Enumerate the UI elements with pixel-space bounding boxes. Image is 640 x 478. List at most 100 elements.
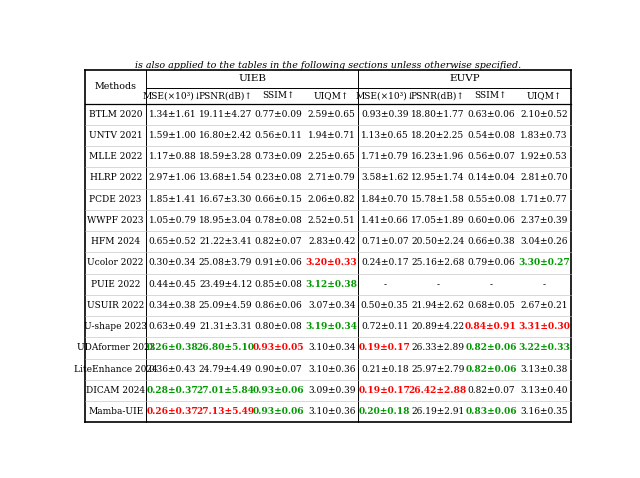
Text: 1.85±1.41: 1.85±1.41: [148, 195, 196, 204]
Text: 16.80±2.42: 16.80±2.42: [199, 131, 252, 140]
Text: 2.10±0.52: 2.10±0.52: [520, 109, 568, 119]
Text: 0.80±0.08: 0.80±0.08: [255, 322, 303, 331]
Text: LiteEnhance 2024: LiteEnhance 2024: [74, 365, 157, 374]
Text: 3.09±0.39: 3.09±0.39: [308, 386, 355, 395]
Text: USUIR 2022: USUIR 2022: [87, 301, 144, 310]
Text: 1.05±0.79: 1.05±0.79: [148, 216, 196, 225]
Text: UIQM↑: UIQM↑: [314, 91, 349, 100]
Text: 0.93±0.39: 0.93±0.39: [361, 109, 408, 119]
Text: EUVP: EUVP: [449, 75, 480, 84]
Text: 0.19±0.17: 0.19±0.17: [359, 344, 411, 352]
Text: 3.58±1.62: 3.58±1.62: [361, 174, 408, 183]
Text: 2.71±0.79: 2.71±0.79: [308, 174, 355, 183]
Text: 2.81±0.70: 2.81±0.70: [520, 174, 568, 183]
Text: 2.52±0.51: 2.52±0.51: [308, 216, 356, 225]
Text: Mamba-UIE: Mamba-UIE: [88, 407, 143, 416]
Text: 24.79±4.49: 24.79±4.49: [199, 365, 252, 374]
Text: 2.37±0.39: 2.37±0.39: [520, 216, 568, 225]
Text: 3.07±0.34: 3.07±0.34: [308, 301, 355, 310]
Text: 0.56±0.11: 0.56±0.11: [255, 131, 303, 140]
Text: 0.82±0.07: 0.82±0.07: [255, 237, 303, 246]
Text: UIQM↑: UIQM↑: [526, 91, 562, 100]
Text: 2.59±0.65: 2.59±0.65: [308, 109, 356, 119]
Text: 0.78±0.08: 0.78±0.08: [255, 216, 303, 225]
Text: MLLE 2022: MLLE 2022: [89, 152, 142, 161]
Text: 26.42±2.88: 26.42±2.88: [409, 386, 467, 395]
Text: 1.94±0.71: 1.94±0.71: [308, 131, 356, 140]
Text: 0.93±0.06: 0.93±0.06: [253, 386, 305, 395]
Text: 27.13±5.49: 27.13±5.49: [196, 407, 255, 416]
Text: PSNR(dB)↑: PSNR(dB)↑: [411, 91, 465, 100]
Text: 2.97±1.06: 2.97±1.06: [148, 174, 196, 183]
Text: 0.20±0.18: 0.20±0.18: [359, 407, 410, 416]
Text: 26.80±5.10: 26.80±5.10: [196, 344, 255, 352]
Text: 21.94±2.62: 21.94±2.62: [412, 301, 465, 310]
Text: MSE(×10³)↓: MSE(×10³)↓: [355, 91, 414, 100]
Text: 2.67±0.21: 2.67±0.21: [520, 301, 568, 310]
Text: 0.30±0.34: 0.30±0.34: [148, 259, 196, 268]
Text: 0.34±0.38: 0.34±0.38: [148, 301, 196, 310]
Text: 0.54±0.08: 0.54±0.08: [467, 131, 515, 140]
Text: 1.71±0.77: 1.71±0.77: [520, 195, 568, 204]
Text: PSNR(dB)↑: PSNR(dB)↑: [198, 91, 252, 100]
Text: 0.85±0.08: 0.85±0.08: [255, 280, 303, 289]
Text: 0.82±0.06: 0.82±0.06: [465, 365, 516, 374]
Text: 23.49±4.12: 23.49±4.12: [199, 280, 252, 289]
Text: 1.41±0.66: 1.41±0.66: [361, 216, 409, 225]
Text: HFM 2024: HFM 2024: [91, 237, 140, 246]
Text: 0.60±0.06: 0.60±0.06: [467, 216, 515, 225]
Text: 3.20±0.33: 3.20±0.33: [306, 259, 358, 268]
Text: 0.77±0.09: 0.77±0.09: [255, 109, 303, 119]
Text: 18.20±2.25: 18.20±2.25: [412, 131, 465, 140]
Text: 0.93±0.06: 0.93±0.06: [253, 407, 305, 416]
Text: 3.16±0.35: 3.16±0.35: [520, 407, 568, 416]
Text: 0.72±0.11: 0.72±0.11: [361, 322, 408, 331]
Text: 20.89±4.22: 20.89±4.22: [412, 322, 465, 331]
Text: 1.71±0.79: 1.71±0.79: [361, 152, 409, 161]
Text: 1.83±0.73: 1.83±0.73: [520, 131, 568, 140]
Text: 21.31±3.31: 21.31±3.31: [199, 322, 252, 331]
Text: 25.16±2.68: 25.16±2.68: [411, 259, 465, 268]
Text: is also applied to the tables in the following sections unless otherwise specifi: is also applied to the tables in the fol…: [135, 61, 521, 70]
Text: 27.01±5.84: 27.01±5.84: [196, 386, 255, 395]
Text: 19.11±4.27: 19.11±4.27: [199, 109, 252, 119]
Text: 3.04±0.26: 3.04±0.26: [520, 237, 568, 246]
Text: 17.05±1.89: 17.05±1.89: [411, 216, 465, 225]
Text: 3.13±0.40: 3.13±0.40: [520, 386, 568, 395]
Text: 16.67±3.30: 16.67±3.30: [199, 195, 252, 204]
Text: UNTV 2021: UNTV 2021: [89, 131, 143, 140]
Text: PUIE 2022: PUIE 2022: [91, 280, 140, 289]
Text: 3.10±0.34: 3.10±0.34: [308, 344, 355, 352]
Text: 3.12±0.38: 3.12±0.38: [306, 280, 358, 289]
Text: 1.59±1.00: 1.59±1.00: [148, 131, 196, 140]
Text: 25.08±3.79: 25.08±3.79: [199, 259, 252, 268]
Text: Ucolor 2022: Ucolor 2022: [88, 259, 144, 268]
Text: 0.84±0.91: 0.84±0.91: [465, 322, 517, 331]
Text: -: -: [383, 280, 387, 289]
Text: HLRP 2022: HLRP 2022: [90, 174, 142, 183]
Text: 13.68±1.54: 13.68±1.54: [199, 174, 252, 183]
Text: 3.10±0.36: 3.10±0.36: [308, 407, 355, 416]
Text: 0.55±0.08: 0.55±0.08: [467, 195, 515, 204]
Text: 2.06±0.82: 2.06±0.82: [308, 195, 355, 204]
Text: UDAformer 2023: UDAformer 2023: [77, 344, 155, 352]
Text: UIEB: UIEB: [238, 75, 266, 84]
Text: 0.83±0.06: 0.83±0.06: [465, 407, 516, 416]
Text: 0.90±0.07: 0.90±0.07: [255, 365, 303, 374]
Text: 0.65±0.52: 0.65±0.52: [148, 237, 196, 246]
Text: 3.19±0.34: 3.19±0.34: [306, 322, 358, 331]
Text: 3.31±0.30: 3.31±0.30: [518, 322, 570, 331]
Text: BTLM 2020: BTLM 2020: [89, 109, 143, 119]
Text: 0.14±0.04: 0.14±0.04: [467, 174, 515, 183]
Text: 12.95±1.74: 12.95±1.74: [411, 174, 465, 183]
Text: 0.23±0.08: 0.23±0.08: [255, 174, 302, 183]
Text: 0.44±0.45: 0.44±0.45: [148, 280, 196, 289]
Text: 1.92±0.53: 1.92±0.53: [520, 152, 568, 161]
Text: 25.97±2.79: 25.97±2.79: [411, 365, 465, 374]
Text: 15.78±1.58: 15.78±1.58: [411, 195, 465, 204]
Text: 0.26±0.38: 0.26±0.38: [147, 344, 198, 352]
Text: 18.95±3.04: 18.95±3.04: [199, 216, 252, 225]
Text: 0.26±0.37: 0.26±0.37: [147, 407, 198, 416]
Text: 16.23±1.96: 16.23±1.96: [412, 152, 465, 161]
Text: 0.68±0.05: 0.68±0.05: [467, 301, 515, 310]
